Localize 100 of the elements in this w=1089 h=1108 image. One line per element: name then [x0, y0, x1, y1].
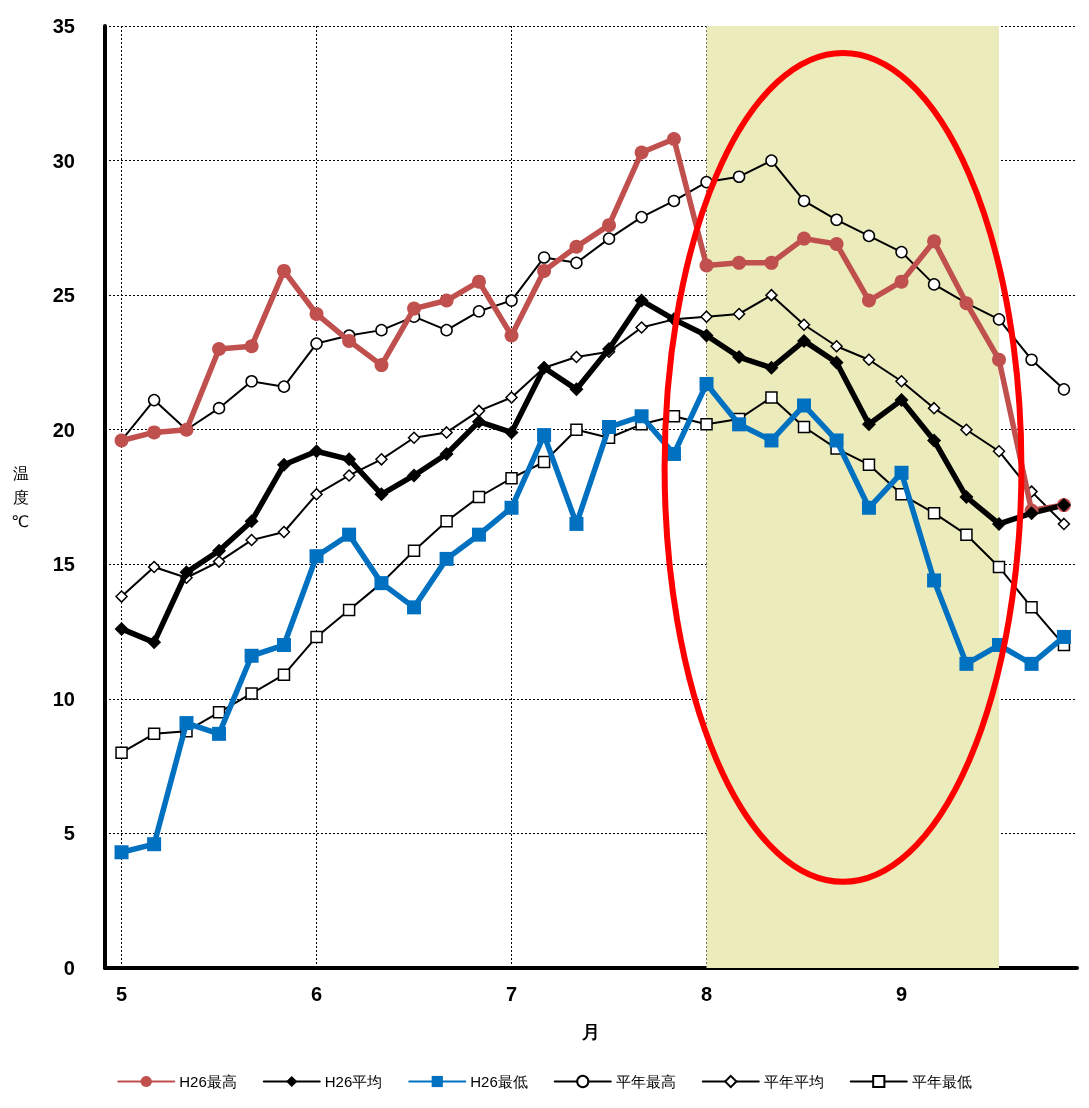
point — [862, 458, 876, 471]
point — [342, 603, 356, 617]
point — [1024, 656, 1039, 671]
point — [861, 293, 876, 308]
point — [602, 420, 617, 435]
point — [829, 433, 844, 448]
y-tick-label: 30 — [52, 149, 75, 172]
y-tick-label: 35 — [52, 15, 75, 37]
point — [764, 255, 779, 270]
point — [374, 358, 389, 373]
point — [440, 514, 453, 528]
point — [927, 278, 941, 291]
point — [309, 549, 324, 564]
point — [472, 305, 486, 318]
point — [797, 333, 812, 348]
x-tick-label: 6 — [310, 983, 323, 1005]
point — [276, 457, 291, 472]
point — [732, 417, 747, 432]
point — [471, 527, 486, 542]
point — [699, 376, 714, 391]
point — [862, 229, 876, 243]
point — [537, 251, 551, 264]
y-tick-label: 10 — [52, 687, 75, 710]
point — [505, 294, 518, 307]
legend-label: H26最低 — [470, 1073, 528, 1090]
point — [635, 210, 648, 224]
point — [992, 313, 1006, 326]
legend-label: 平年最低 — [911, 1073, 972, 1090]
point — [569, 382, 584, 397]
point — [179, 716, 194, 731]
point — [276, 638, 291, 653]
point — [212, 543, 227, 558]
point — [440, 323, 453, 337]
point — [765, 391, 778, 404]
point — [245, 687, 258, 700]
point — [570, 256, 583, 270]
point — [797, 398, 812, 413]
point — [667, 194, 681, 208]
point — [666, 446, 681, 461]
point — [570, 423, 583, 436]
point — [309, 444, 324, 459]
point — [407, 600, 422, 615]
point — [797, 318, 811, 331]
point — [244, 339, 259, 354]
point — [830, 213, 843, 227]
point — [569, 516, 584, 531]
point — [114, 845, 129, 860]
point — [375, 323, 388, 337]
point — [797, 194, 811, 208]
x-tick-label: 7 — [505, 983, 518, 1005]
point — [895, 375, 908, 388]
point — [504, 425, 519, 440]
y-tick-label: 0 — [63, 957, 75, 979]
y-tick-label: 15 — [52, 553, 75, 576]
point — [927, 506, 941, 520]
point — [797, 420, 811, 434]
y-tick-label: 25 — [52, 284, 75, 307]
point — [700, 418, 713, 431]
point — [732, 255, 747, 270]
point — [407, 468, 422, 483]
point — [602, 341, 617, 356]
point — [1056, 629, 1071, 644]
point — [504, 328, 519, 343]
point — [212, 401, 226, 415]
x-tick-label: 5 — [115, 983, 128, 1005]
point — [504, 500, 519, 515]
point — [439, 293, 454, 308]
point — [1025, 353, 1038, 366]
point — [895, 245, 908, 259]
point — [244, 648, 259, 663]
point — [505, 471, 518, 485]
point — [894, 465, 909, 480]
point — [342, 333, 357, 348]
legend-label: H26最高 — [179, 1073, 237, 1090]
legend-label: 平年平均 — [763, 1073, 824, 1090]
x-tick-label: 8 — [700, 983, 713, 1005]
point — [310, 337, 323, 350]
point — [765, 154, 778, 167]
point — [699, 328, 714, 343]
x-axis-title: 月 — [580, 1022, 600, 1042]
point — [439, 446, 454, 461]
point — [537, 428, 552, 443]
x-tick-label: 9 — [895, 983, 908, 1005]
point — [894, 393, 909, 408]
point — [992, 516, 1006, 531]
point — [764, 433, 779, 448]
point — [894, 274, 909, 289]
point — [212, 726, 227, 741]
point — [1025, 601, 1038, 614]
point — [959, 656, 974, 671]
point — [277, 668, 291, 681]
point — [927, 234, 942, 249]
point — [114, 621, 129, 636]
point — [179, 565, 194, 580]
point — [472, 490, 486, 504]
point — [634, 145, 649, 160]
point — [992, 352, 1006, 367]
point — [602, 218, 617, 233]
legend-label: 平年最高 — [615, 1073, 676, 1090]
point — [699, 258, 714, 273]
